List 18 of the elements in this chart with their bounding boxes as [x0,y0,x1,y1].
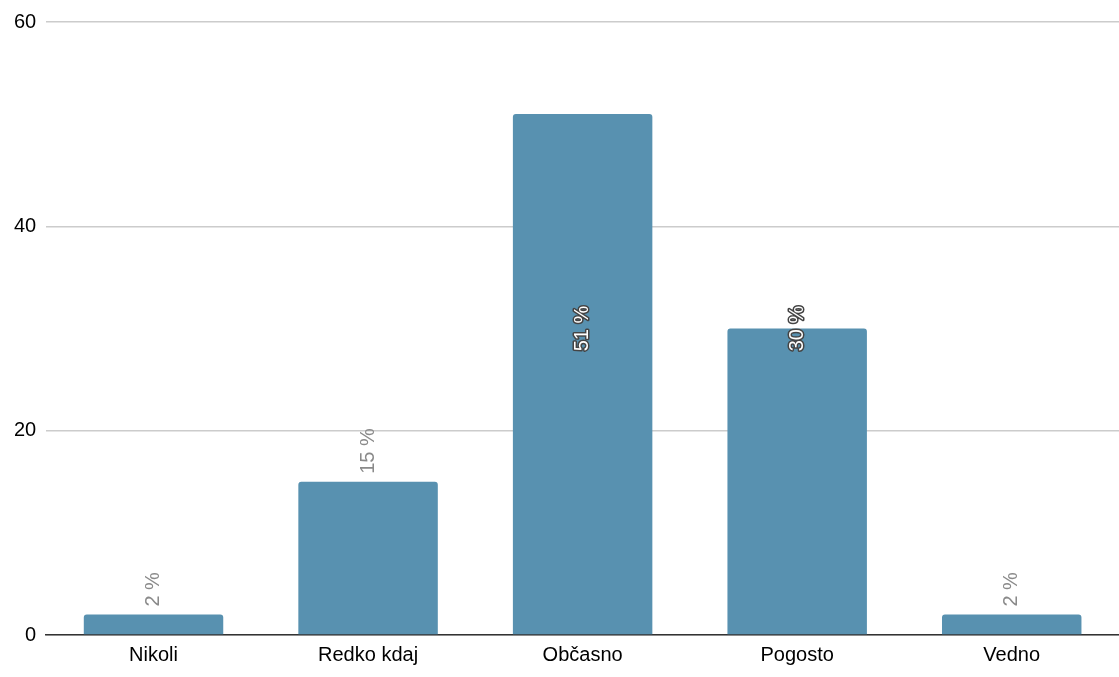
data-label: 2 % [999,571,1022,607]
x-tick-label: Pogosto [760,642,834,665]
x-tick-label: Redko kdaj [318,642,419,665]
data-label: 2 % [141,571,164,607]
bar [942,614,1082,635]
data-label: 15 % [355,427,378,474]
x-tick-label: Nikoli [129,642,178,665]
data-label: 51 % [570,305,593,352]
bar [83,614,224,635]
bar [298,481,438,635]
x-tick-label: Vedno [983,642,1041,665]
bar [512,113,653,635]
y-tick-label: 40 [14,213,37,236]
y-tick-label: 0 [25,622,37,645]
x-tick-label: Občasno [542,642,623,665]
y-tick-label: 60 [14,9,37,32]
y-tick-label: 20 [14,418,37,441]
bar [727,328,867,635]
